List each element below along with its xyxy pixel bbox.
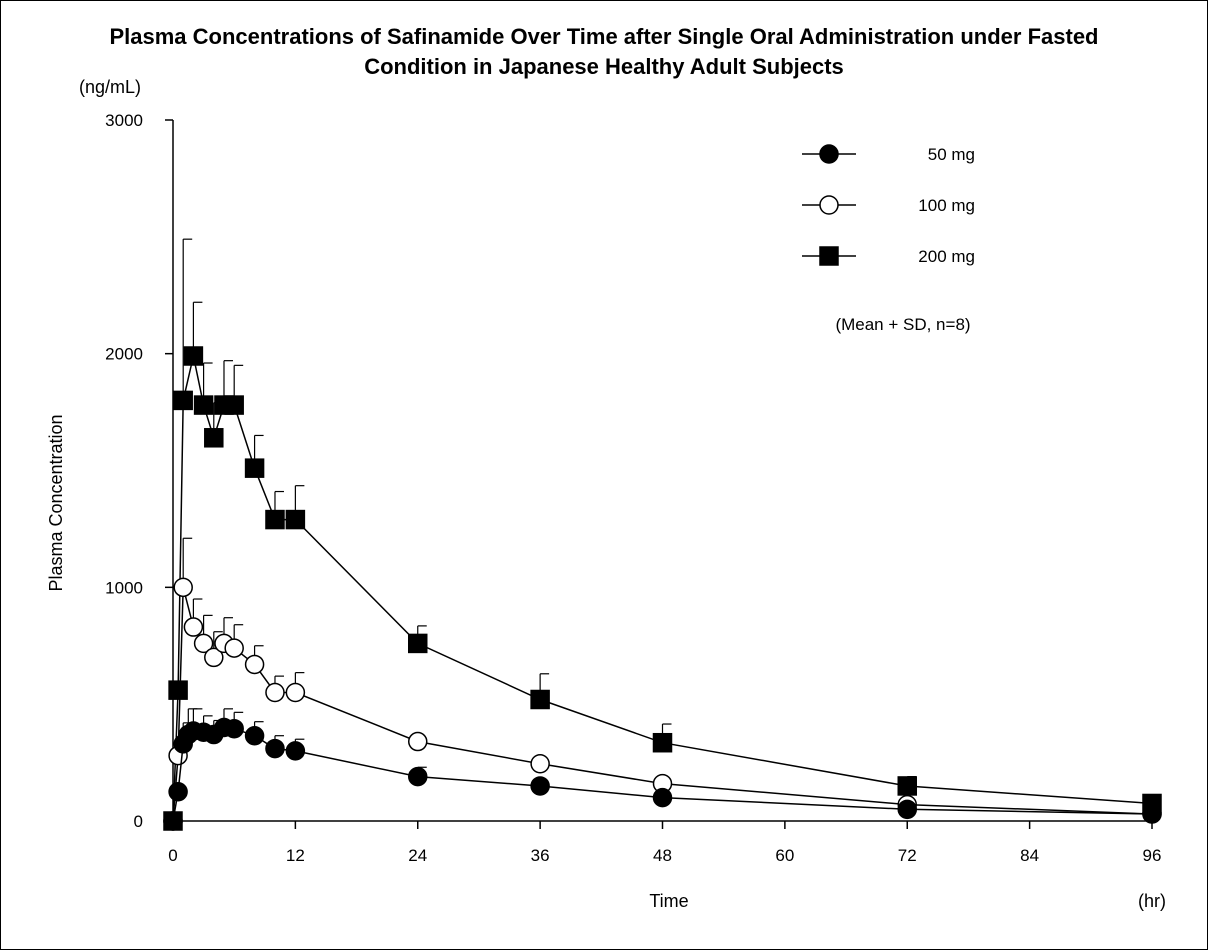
data-point-100mg [173,577,193,598]
data-point-100mg [408,731,428,752]
series-line-200mg [172,355,1153,822]
series-layer [163,238,1162,831]
data-point-50mg [224,718,244,739]
data-point-200mg [652,732,673,753]
data-point-50mg [285,741,306,761]
y-tick-label: 3000 [105,111,143,130]
data-point-100mg [265,682,285,703]
x-unit-label: (hr) [1138,891,1166,911]
series-200mg [163,238,1162,831]
legend-label-50mg: 50 mg [928,145,975,164]
series-line-100mg [172,587,1153,822]
data-point-50mg [652,787,673,808]
x-tick-label: 84 [1020,846,1039,865]
legend-marker-50mg [819,144,839,164]
y-unit-label: (ng/mL) [79,77,141,97]
data-point-100mg [244,654,265,675]
y-tick-label: 2000 [105,345,143,364]
data-point-100mg [285,682,306,703]
data-point-200mg [204,428,224,448]
legend-label-100mg: 100 mg [918,196,975,215]
x-tick-label: 60 [775,846,794,865]
data-point-50mg [265,738,285,759]
data-point-50mg [163,811,183,831]
data-point-200mg [265,509,285,530]
data-point-200mg [193,395,214,415]
data-point-200mg [224,395,244,415]
data-point-200mg [168,680,188,700]
legend-item-100mg: 100 mg [802,195,975,215]
data-point-50mg [408,766,428,787]
x-tick-label: 48 [653,846,672,865]
data-point-100mg [224,638,244,658]
data-point-50mg [244,725,265,746]
data-point-200mg [530,689,550,710]
x-tick-label: 36 [531,846,550,865]
data-point-100mg [193,633,214,654]
series-100mg [163,537,1162,831]
data-point-50mg [168,782,188,802]
legend: 50 mg 100 mg 200 mg [802,144,975,266]
axes [172,120,1152,822]
data-point-200mg [408,633,428,654]
legend-item-200mg: 200 mg [802,246,975,266]
data-point-50mg [897,799,917,820]
x-axis-label: Time [649,891,688,911]
legend-item-50mg: 50 mg [802,144,975,164]
data-point-100mg [530,754,550,774]
series-50mg [163,708,1162,831]
data-point-50mg [530,776,550,796]
legend-label-200mg: 200 mg [918,247,975,266]
chart-title: Plasma Concentrations of Safinamide Over… [0,22,1208,82]
data-point-200mg [173,390,193,411]
data-point-200mg [897,776,917,796]
x-tick-label: 12 [286,846,305,865]
x-tick-label: 24 [408,846,427,865]
x-tick-label: 0 [168,846,177,865]
y-tick-label: 0 [134,812,143,831]
data-point-200mg [183,346,204,366]
data-point-100mg [183,617,204,637]
chart-title-line-2: Condition in Japanese Healthy Adult Subj… [364,54,844,79]
legend-marker-100mg [819,195,839,215]
y-axis-label: Plasma Concentration [46,414,66,591]
x-tick-label: 96 [1143,846,1162,865]
stats-note: (Mean + SD, n=8) [835,315,970,334]
data-point-100mg [204,647,224,668]
chart-title-line-1: Plasma Concentrations of Safinamide Over… [109,24,1099,49]
x-tick-label: 72 [898,846,917,865]
data-point-200mg [285,509,306,530]
ticks: 0 1000 2000 3000 0 12 24 36 48 60 72 84 96 [105,111,1161,865]
data-point-50mg [1142,804,1162,824]
legend-marker-200mg [819,246,839,266]
data-point-200mg [244,458,265,478]
y-tick-label: 1000 [105,578,143,597]
